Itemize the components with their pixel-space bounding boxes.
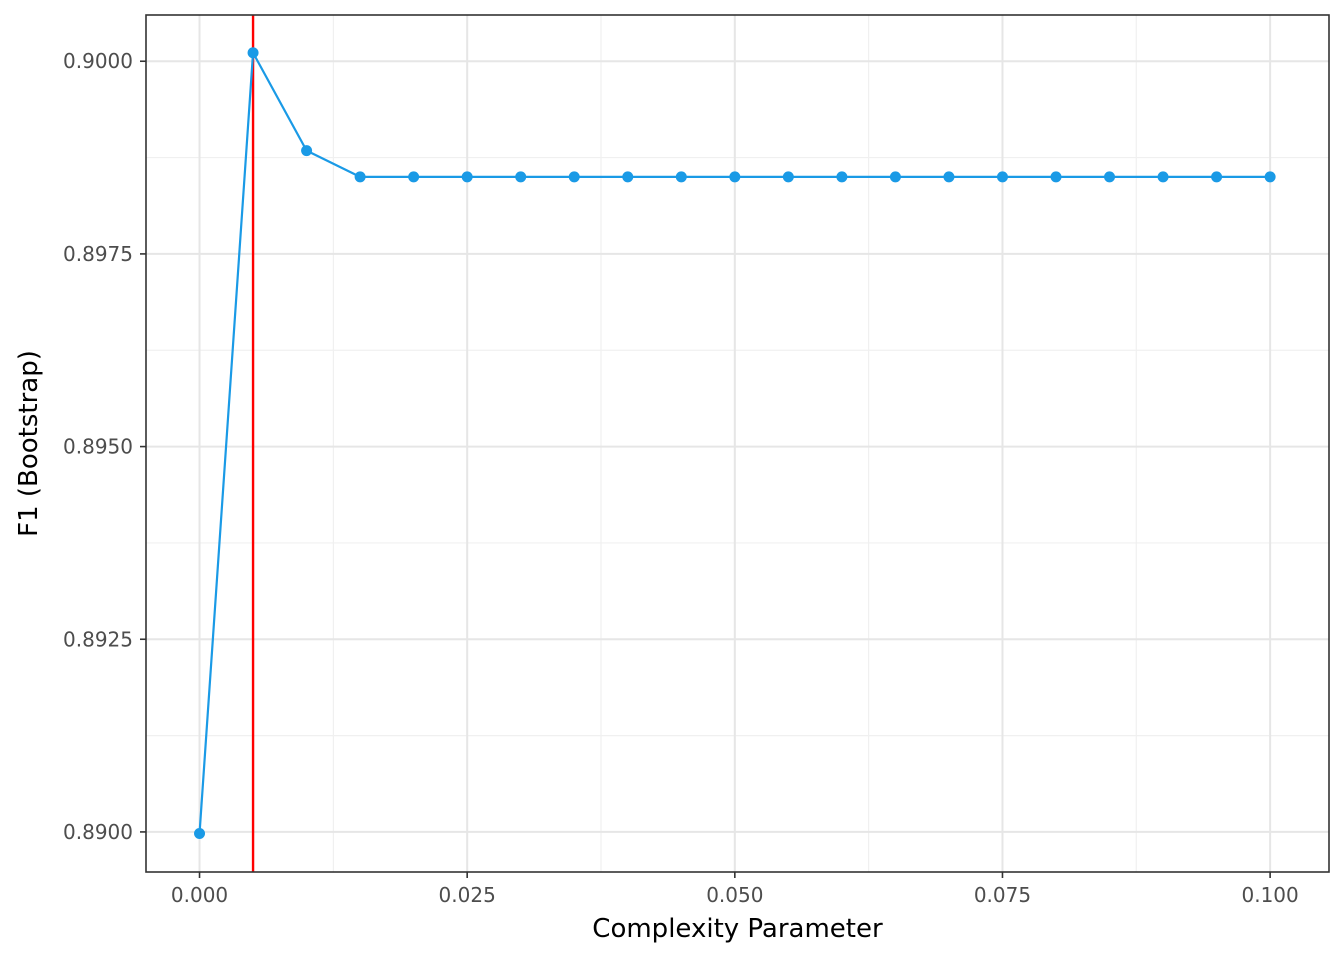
y-tick-label: 0.8975 <box>63 242 133 266</box>
data-point <box>194 827 206 839</box>
data-point <box>1050 171 1062 183</box>
data-point <box>247 47 259 59</box>
x-tick-label: 0.075 <box>974 883 1031 907</box>
y-tick-label: 0.8950 <box>63 435 133 459</box>
data-point <box>1104 171 1116 183</box>
data-point <box>568 171 580 183</box>
data-point <box>1157 171 1169 183</box>
data-point <box>836 171 848 183</box>
data-point <box>622 171 634 183</box>
data-point <box>408 171 420 183</box>
x-axis: 0.000 0.025 0.050 0.075 0.100 <box>171 872 1299 907</box>
data-point <box>889 171 901 183</box>
y-axis: 0.8900 0.8925 0.8950 0.8975 0.9000 <box>63 49 146 844</box>
data-point <box>1211 171 1223 183</box>
data-point <box>675 171 687 183</box>
minor-gridlines <box>146 15 1329 872</box>
x-tick-label: 0.000 <box>171 883 228 907</box>
data-point <box>301 145 313 157</box>
x-axis-title: Complexity Parameter <box>592 914 883 944</box>
data-point <box>1264 171 1276 183</box>
y-tick-label: 0.9000 <box>63 49 133 73</box>
y-tick-label: 0.8900 <box>63 820 133 844</box>
y-axis-title: F1 (Bootstrap) <box>14 350 44 537</box>
x-tick-label: 0.100 <box>1241 883 1298 907</box>
major-gridlines <box>146 15 1329 872</box>
data-point <box>729 171 741 183</box>
data-point <box>782 171 794 183</box>
x-tick-label: 0.050 <box>706 883 763 907</box>
data-point <box>943 171 955 183</box>
y-tick-label: 0.8925 <box>63 627 133 651</box>
data-point <box>354 171 366 183</box>
data-point <box>461 171 473 183</box>
x-tick-label: 0.025 <box>439 883 496 907</box>
plot-border <box>145 14 1330 873</box>
data-point <box>515 171 527 183</box>
data-point <box>996 171 1008 183</box>
series-layer <box>194 47 1276 839</box>
